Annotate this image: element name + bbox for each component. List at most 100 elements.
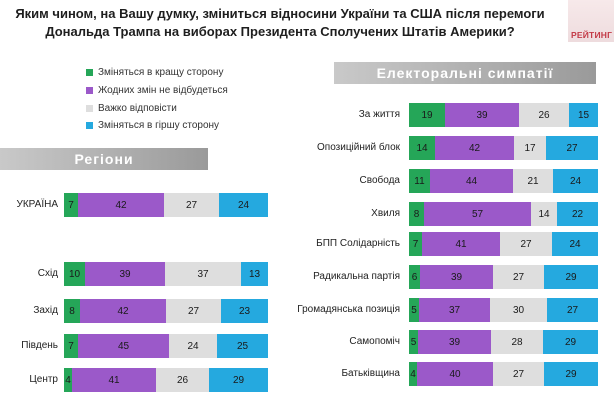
bar-segment-better: 6 bbox=[409, 265, 420, 289]
legend-label-worse: Зміняться в гіршу сторону bbox=[98, 120, 220, 132]
stacked-bar: 5 37 30 27 bbox=[409, 298, 598, 322]
bar-segment-no-change: 41 bbox=[422, 232, 500, 256]
legend-item-no-change: Жодних змін не відбудеться bbox=[86, 82, 228, 100]
electoral-section-header: Електоральні симпатії bbox=[334, 62, 596, 84]
bar-segment-better: 11 bbox=[409, 169, 430, 193]
stacked-bar: 8 57 14 22 bbox=[409, 202, 598, 226]
bar-segment-better: 7 bbox=[409, 232, 422, 256]
legend-item-hard-to-say: Важко відповісти bbox=[86, 99, 228, 117]
stacked-bar: 19 39 26 15 bbox=[409, 103, 598, 127]
category-label: Самопоміч bbox=[349, 336, 400, 347]
legend-label-hard-to-say: Важко відповісти bbox=[98, 102, 177, 114]
category-label: Захід bbox=[33, 305, 58, 316]
bar-segment-better: 4 bbox=[64, 368, 72, 392]
bar-segment-better: 10 bbox=[64, 262, 85, 286]
legend-swatch-better bbox=[86, 69, 93, 77]
bar-segment-worse: 29 bbox=[209, 368, 268, 392]
bar-segment-no-change: 42 bbox=[78, 193, 164, 217]
logo-text: РЕЙТИНГ bbox=[571, 30, 613, 40]
stacked-bar: 6 39 27 29 bbox=[409, 265, 598, 289]
bar-segment-hard-to-say: 27 bbox=[166, 299, 221, 323]
bar-segment-hard-to-say: 14 bbox=[531, 202, 557, 226]
legend-item-better: Зміняться в кращу сторону bbox=[86, 64, 228, 82]
category-label: Свобода bbox=[359, 175, 400, 186]
stacked-bar: 7 41 27 24 bbox=[409, 232, 598, 256]
legend-swatch-worse bbox=[86, 122, 93, 130]
bar-segment-no-change: 40 bbox=[417, 362, 493, 386]
stacked-bar: 4 40 27 29 bbox=[409, 362, 598, 386]
legend-swatch-hard-to-say bbox=[86, 104, 93, 112]
bar-segment-hard-to-say: 27 bbox=[493, 362, 544, 386]
bar-segment-better: 8 bbox=[409, 202, 424, 226]
bar-segment-better: 14 bbox=[409, 136, 435, 160]
bar-segment-better: 7 bbox=[64, 334, 78, 358]
bar-segment-worse: 24 bbox=[219, 193, 268, 217]
bar-segment-no-change: 39 bbox=[420, 265, 493, 289]
legend-swatch-no-change bbox=[86, 87, 93, 95]
bar-segment-worse: 23 bbox=[221, 299, 268, 323]
stacked-bar: 8 42 27 23 bbox=[64, 299, 268, 323]
legend-item-worse: Зміняться в гіршу сторону bbox=[86, 117, 228, 135]
bar-segment-hard-to-say: 27 bbox=[500, 232, 552, 256]
bar-segment-worse: 29 bbox=[543, 330, 598, 354]
bar-segment-hard-to-say: 21 bbox=[513, 169, 553, 193]
rating-logo: РЕЙТИНГ bbox=[568, 0, 614, 42]
bar-segment-hard-to-say: 24 bbox=[169, 334, 217, 358]
stacked-bar: 10 39 37 13 bbox=[64, 262, 268, 286]
bar-segment-better: 19 bbox=[409, 103, 445, 127]
category-label: Схід bbox=[37, 268, 58, 279]
bar-segment-better: 4 bbox=[409, 362, 417, 386]
category-label: БПП Солідарність bbox=[316, 238, 400, 249]
category-label: Південь bbox=[21, 340, 58, 351]
chart-legend: Зміняться в кращу сторону Жодних змін не… bbox=[86, 64, 228, 135]
category-label: Опозиційний блок bbox=[317, 142, 400, 153]
bar-segment-no-change: 41 bbox=[72, 368, 156, 392]
bar-segment-worse: 15 bbox=[569, 103, 598, 127]
bar-segment-hard-to-say: 28 bbox=[491, 330, 543, 354]
bar-segment-no-change: 45 bbox=[78, 334, 169, 358]
stacked-bar: 7 45 24 25 bbox=[64, 334, 268, 358]
bar-segment-no-change: 42 bbox=[435, 136, 514, 160]
bar-segment-hard-to-say: 30 bbox=[490, 298, 547, 322]
bar-segment-worse: 22 bbox=[557, 202, 598, 226]
bar-segment-worse: 13 bbox=[241, 262, 268, 286]
bar-segment-hard-to-say: 17 bbox=[514, 136, 546, 160]
bar-segment-no-change: 57 bbox=[424, 202, 531, 226]
stacked-bar: 4 41 26 29 bbox=[64, 368, 268, 392]
stacked-bar: 5 39 28 29 bbox=[409, 330, 598, 354]
stacked-bar: 11 44 21 24 bbox=[409, 169, 598, 193]
category-label: За життя bbox=[358, 109, 400, 120]
bar-segment-worse: 24 bbox=[552, 232, 598, 256]
bar-segment-hard-to-say: 26 bbox=[519, 103, 569, 127]
bar-segment-no-change: 42 bbox=[80, 299, 166, 323]
bar-segment-hard-to-say: 26 bbox=[156, 368, 209, 392]
bar-segment-better: 5 bbox=[409, 330, 418, 354]
category-label: Батьківщина bbox=[341, 368, 400, 379]
category-label: Громадянська позиція bbox=[297, 304, 400, 315]
bar-segment-no-change: 39 bbox=[85, 262, 165, 286]
page-title: Яким чином, на Вашу думку, зміниться від… bbox=[15, 6, 545, 39]
bar-segment-no-change: 39 bbox=[445, 103, 519, 127]
bar-segment-no-change: 37 bbox=[419, 298, 490, 322]
bar-segment-worse: 29 bbox=[544, 265, 598, 289]
category-label: Радикальна партія bbox=[313, 271, 400, 282]
regions-section-header: Регіони bbox=[0, 148, 208, 170]
stacked-bar: 14 42 17 27 bbox=[409, 136, 598, 160]
bar-segment-worse: 27 bbox=[547, 298, 598, 322]
bar-segment-no-change: 39 bbox=[418, 330, 491, 354]
bar-segment-better: 8 bbox=[64, 299, 80, 323]
legend-label-no-change: Жодних змін не відбудеться bbox=[98, 85, 228, 97]
category-label: Хвиля bbox=[371, 208, 400, 219]
bar-segment-hard-to-say: 27 bbox=[493, 265, 544, 289]
bar-segment-worse: 27 bbox=[546, 136, 598, 160]
bar-segment-better: 5 bbox=[409, 298, 419, 322]
legend-label-better: Зміняться в кращу сторону bbox=[98, 67, 224, 79]
bar-segment-worse: 29 bbox=[544, 362, 598, 386]
category-label: Центр bbox=[29, 374, 58, 385]
stacked-bar: 7 42 27 24 bbox=[64, 193, 268, 217]
bar-segment-worse: 24 bbox=[553, 169, 598, 193]
bar-segment-hard-to-say: 27 bbox=[164, 193, 219, 217]
bar-segment-better: 7 bbox=[64, 193, 78, 217]
bar-segment-no-change: 44 bbox=[430, 169, 513, 193]
category-label: УКРАЇНА bbox=[16, 199, 58, 210]
